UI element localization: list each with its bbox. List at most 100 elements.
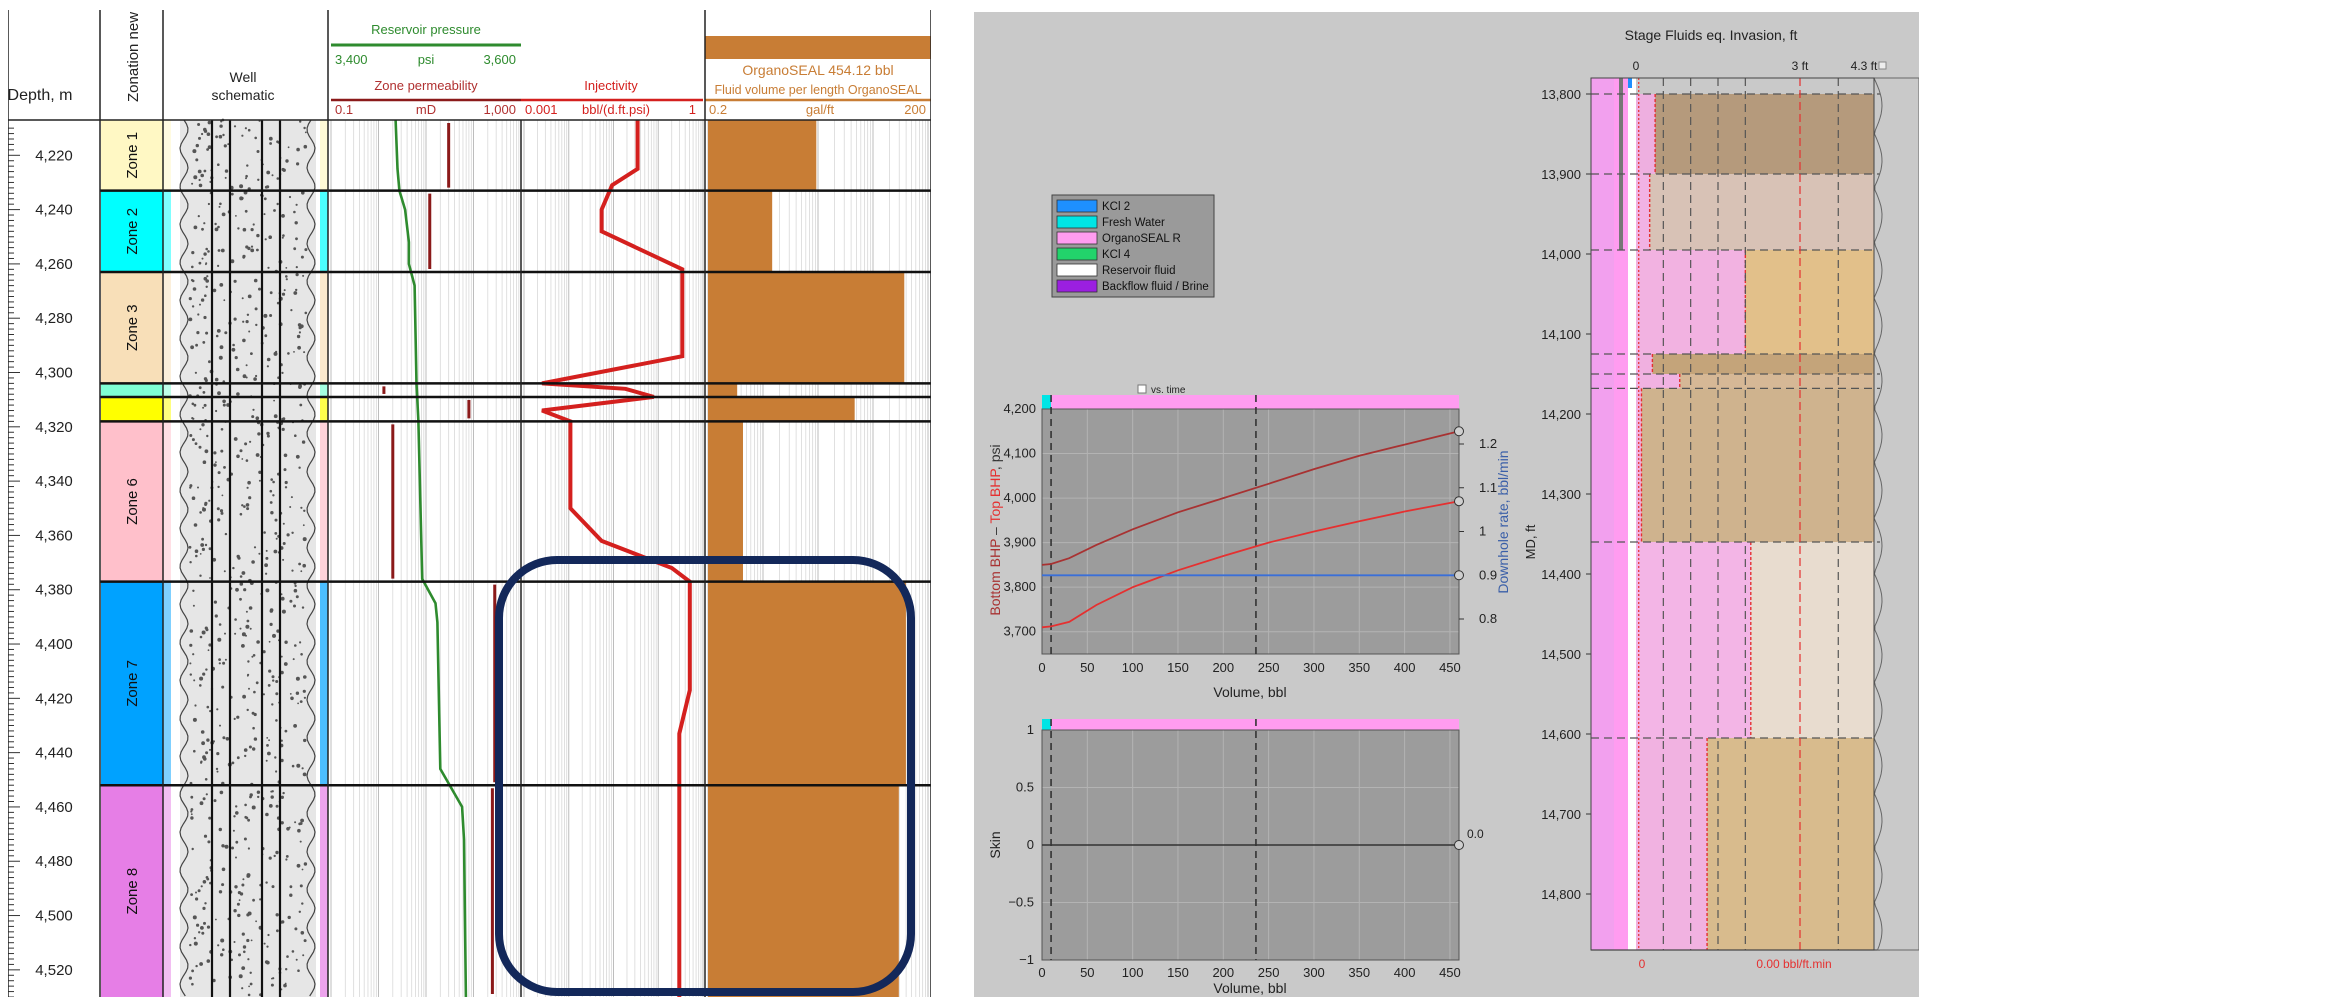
bhp-ylabel-top: Top BHP [987,469,1003,524]
invasion-chart: Stage Fluids eq. Invasion, ft 0 3 ft 4.3… [1523,27,1920,971]
perm-title: Zone permeability [374,78,478,93]
depth-label: 4,440 [35,745,73,762]
legend-label: Backflow fluid / Brine [1102,281,1209,293]
schematic-header-line2: schematic [211,87,274,103]
simulation-panel: KCl 2 Fresh Water OrganoSEAL R KCl 4 Reservo… [974,12,1920,997]
zone-sidebar-left [163,120,171,191]
vs-time-label: vs. time [1151,385,1186,396]
series-bottom-bhp-line [1041,430,1460,566]
zone-sidebar-right [320,785,328,997]
bhp-plot-area [1042,409,1459,654]
fluid-volume-bar [708,421,743,582]
fluid-volume-bar [708,785,899,997]
legend-swatch [1056,279,1098,293]
legend-swatch [1056,247,1098,261]
depth-label: 4,400 [35,636,73,653]
md-label: 14,700 [1541,807,1581,822]
md-label: 14,100 [1541,327,1581,342]
invaded-fluid-zone [1636,354,1653,374]
rate-y-tick-label: 0.8 [1479,611,1497,626]
invasion-right-edge [1873,77,1920,951]
bhp-y-tick-label: 4,200 [1003,401,1036,416]
rock-layer [1636,388,1874,542]
fluid-volume-bar [708,383,738,397]
depth-label: 4,220 [35,147,73,164]
rock-layer [1636,94,1874,174]
schematic-header-line1: Well [230,69,257,85]
skin-x-tick-label: 0 [1038,965,1045,980]
fluid-volume-bar [708,581,906,786]
bhp-x-tick-label: 150 [1167,660,1189,675]
bhp-x-tick-label: 450 [1439,660,1461,675]
invasion-scale-43: 4.3 ft [1851,59,1878,73]
zone-label: Zone 8 [124,868,141,915]
vs-time-checkbox[interactable] [1137,384,1147,394]
invasion-title: Stage Fluids eq. Invasion, ft [1625,27,1798,43]
rate-y-tick-label: 0.9 [1479,567,1497,582]
rate-y-tick-label: 1.2 [1479,436,1497,451]
zonation-header: Zonation new [125,12,142,102]
invasion-ylabel: MD, ft [1523,524,1538,559]
zone-sidebar-left [163,421,171,582]
depth-label: 4,380 [35,582,73,599]
depth-label: 4,340 [35,473,73,490]
fluid-min: 0.2 [709,102,727,117]
fluid-volume-bar [708,396,855,422]
bhp-x-tick-label: 350 [1348,660,1370,675]
depth-label: 4,520 [35,962,73,979]
depth-label: 4,300 [35,365,73,382]
inj-min: 0.001 [525,102,558,117]
legend-label: KCl 2 [1102,201,1130,213]
legend-swatch [1056,231,1098,245]
skin-x-tick-label: 300 [1303,965,1325,980]
highlight-box [495,556,915,996]
zone-fill [101,383,163,397]
md-label: 14,000 [1541,247,1581,262]
md-label: 14,200 [1541,407,1581,422]
invaded-fluid-zone [1636,374,1680,389]
bhp-y-tick-label: 4,000 [1003,490,1036,505]
skin-end-marker [1454,840,1464,850]
zone-fill [101,396,163,422]
invaded-fluid-zone [1636,174,1650,250]
bhp-ylabel-bottom: Bottom BHP [987,539,1003,616]
md-label: 14,300 [1541,487,1581,502]
bhp-x-tick-label: 50 [1080,660,1094,675]
zone-sidebar-left [163,190,171,273]
skin-y-tick-label: −1 [1019,952,1034,967]
legend-label: KCl 4 [1102,249,1131,261]
bhp-y-tick-label: 4,100 [1003,446,1036,461]
invasion-frame [1590,77,1875,951]
bhp-ylabel-sep: – [987,524,1003,539]
legend-label: Fresh Water [1102,217,1165,229]
legend-label: OrganoSEAL R [1102,233,1181,245]
bhp-x-tick-label: 0 [1038,660,1045,675]
skin-x-tick-label: 450 [1439,965,1461,980]
depth-label: 4,420 [35,690,73,707]
depth-label: 4,460 [35,799,73,816]
skin-xlabel: Volume, bbl [1213,980,1286,996]
perm-unit: mD [416,102,436,117]
depth-label: 4,360 [35,527,73,544]
fluid-volume-bar [708,190,773,273]
skin-stage-bar-freshwater [1042,719,1051,730]
kcl-marker [1628,78,1632,88]
zone-sidebar-left [163,272,171,384]
zone-label: Zone 3 [124,304,141,351]
series-end-marker [1454,570,1464,581]
legend-swatch [1056,263,1098,277]
zone-sidebar-right [320,120,328,191]
perm-min: 0.1 [335,102,353,117]
series-end-marker [1454,496,1464,507]
invasion-bottom-left: 0 [1639,957,1646,971]
bhp-y-tick-label: 3,800 [1003,579,1036,594]
depth-label: 4,280 [35,310,73,327]
md-label: 14,600 [1541,727,1581,742]
zone-sidebar-left [163,383,171,397]
invasion-bottom-right: 0.00 bbl/ft.min [1756,957,1831,971]
skin-chart: 0 50 100 150 200 250 300 350 400 450 1 0.5 0 −0.5 −1 V… [987,719,1484,996]
pressure-min: 3,400 [335,52,368,67]
rock-layer [1636,374,1874,389]
zone-fill [101,785,163,997]
zone-sidebar-left [163,581,171,786]
